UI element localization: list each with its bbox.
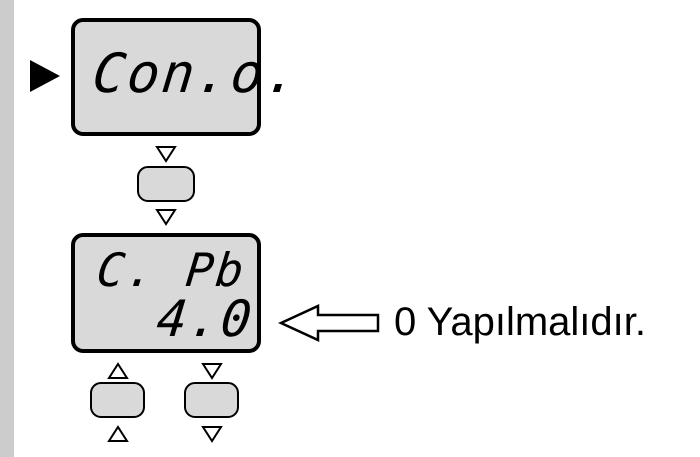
down-key[interactable]: [137, 166, 195, 202]
bottom-display: C. Pb 4.0: [71, 233, 261, 353]
side-bar: [0, 0, 14, 457]
note-text: 0 Yapılmalıdır.: [394, 300, 646, 344]
down-arrow-icon: [155, 146, 177, 163]
up-arrow-icon: [107, 362, 129, 379]
bottom-display-value: 4.0: [153, 290, 257, 348]
up-key[interactable]: [90, 382, 145, 418]
up-arrow-icon: [107, 425, 129, 442]
outline-arrow-icon: [278, 304, 380, 342]
top-display-text: Con.o.: [89, 42, 304, 105]
selection-pointer-icon: [30, 60, 60, 92]
down-arrow-icon: [155, 209, 177, 226]
down-arrow-icon: [201, 363, 223, 380]
down-key-right[interactable]: [184, 382, 239, 418]
bottom-display-line1: C. Pb: [94, 243, 249, 297]
down-arrow-icon: [201, 426, 223, 443]
top-display: Con.o.: [71, 18, 303, 136]
